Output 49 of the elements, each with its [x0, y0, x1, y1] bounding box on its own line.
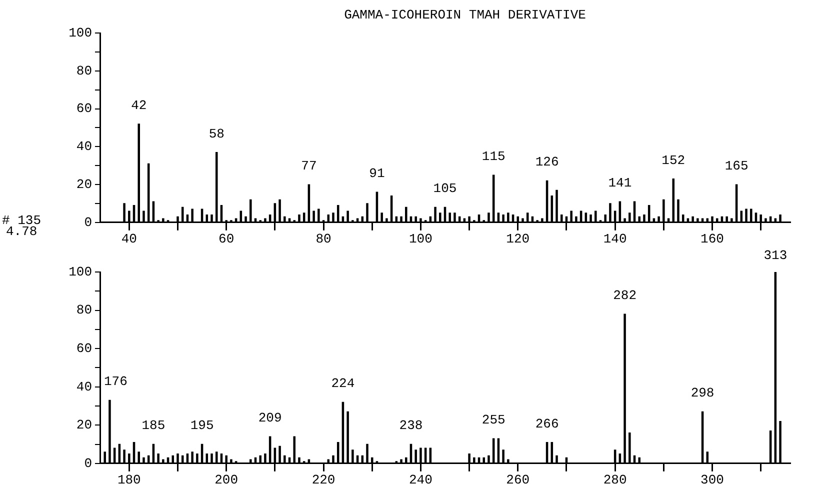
- y-tick-label: 40: [76, 379, 92, 394]
- x-tick-label: 60: [218, 232, 234, 247]
- y-tick-label: 100: [68, 264, 92, 280]
- x-tick-label: 40: [121, 232, 137, 247]
- annotation: 152: [662, 152, 686, 168]
- y-tick-label: 80: [76, 302, 92, 318]
- x-tick-label: 160: [700, 232, 724, 247]
- annotation: 165: [724, 158, 748, 174]
- annotation: 91: [369, 166, 385, 182]
- x-tick-label: 80: [316, 232, 332, 247]
- x-tick-label: 120: [506, 232, 530, 247]
- x-tick-label: 200: [214, 472, 238, 488]
- annotation: 77: [301, 158, 317, 174]
- annotation: 126: [535, 154, 559, 170]
- annotation: 224: [331, 376, 355, 392]
- annotation: 195: [190, 418, 214, 434]
- annotation: 209: [258, 410, 282, 426]
- y-tick-label: 60: [76, 101, 92, 116]
- annotation: 282: [613, 288, 636, 304]
- x-tick-label: 100: [409, 232, 432, 247]
- y-tick-label: 80: [76, 63, 92, 78]
- annotation: 105: [433, 181, 457, 196]
- annotation: 141: [608, 176, 632, 191]
- annotation: 42: [131, 98, 147, 113]
- x-tick-label: 180: [117, 472, 141, 488]
- y-tick-label: 20: [76, 418, 92, 433]
- y-tick-label: 60: [76, 340, 92, 356]
- y-tick-label: 20: [76, 176, 92, 192]
- annotation: 185: [142, 418, 166, 434]
- annotation: 115: [482, 148, 506, 164]
- text: 4.78: [6, 224, 38, 239]
- x-tick-label: 140: [603, 232, 627, 247]
- x-tick-label: 220: [312, 472, 336, 488]
- x-tick-label: 300: [700, 472, 724, 488]
- y-tick-label: 40: [76, 139, 92, 154]
- x-tick-label: 280: [603, 472, 627, 488]
- chart-title: GAMMA-ICOHEROIN TMAH DERIVATIVE: [344, 7, 586, 22]
- y-tick-label: 0: [84, 214, 92, 230]
- annotation: 255: [482, 412, 506, 428]
- annotation: 58: [208, 126, 224, 142]
- annotation: 176: [104, 374, 128, 390]
- y-tick-label: 0: [84, 456, 92, 471]
- x-tick-label: 260: [506, 472, 530, 488]
- annotation: 313: [764, 248, 788, 263]
- annotation: 238: [399, 418, 423, 434]
- x-tick-label: 240: [409, 472, 432, 488]
- annotation: 298: [690, 386, 714, 401]
- annotation: 266: [535, 416, 559, 432]
- y-tick-label: 100: [68, 25, 92, 40]
